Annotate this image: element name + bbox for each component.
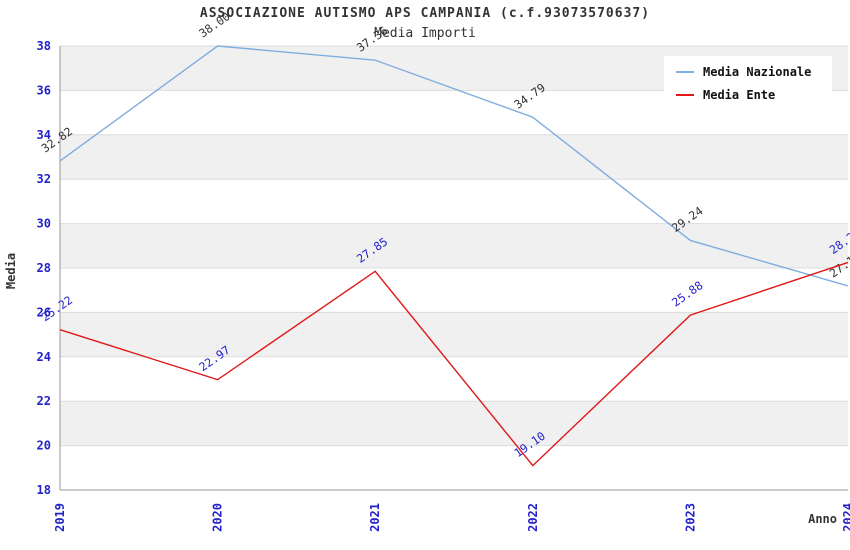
y-tick-label: 24 bbox=[37, 350, 51, 364]
chart-subtitle: Media Importi bbox=[374, 26, 476, 41]
plot-band bbox=[60, 312, 848, 357]
plot-band bbox=[60, 401, 848, 446]
legend-item: Media Ente bbox=[676, 88, 822, 102]
y-tick-label: 22 bbox=[37, 394, 51, 408]
x-tick-label: 2021 bbox=[368, 503, 382, 532]
legend-label: Media Nazionale bbox=[703, 65, 812, 79]
legend: Media Nazionale Media Ente bbox=[664, 56, 832, 112]
legend-line-swatch bbox=[676, 94, 694, 96]
y-tick-label: 34 bbox=[37, 128, 51, 142]
series-line bbox=[59, 45, 849, 287]
x-axis-title: Anno bbox=[808, 512, 837, 526]
value-label: 38.00 bbox=[196, 9, 232, 40]
y-tick-label: 32 bbox=[37, 172, 51, 186]
legend-label: Media Ente bbox=[703, 88, 776, 102]
legend-line-swatch bbox=[676, 71, 694, 73]
x-tick-label: 2020 bbox=[211, 503, 225, 532]
y-tick-label: 20 bbox=[37, 439, 51, 453]
plot-band bbox=[60, 223, 848, 268]
y-axis-title: Media bbox=[4, 252, 18, 290]
y-tick-label: 30 bbox=[37, 217, 51, 231]
x-tick-label: 2023 bbox=[683, 503, 697, 532]
value-label: 25.88 bbox=[669, 278, 705, 309]
x-tick-label: 2022 bbox=[526, 503, 540, 532]
y-tick-label: 26 bbox=[37, 305, 51, 319]
chart-title: ASSOCIAZIONE AUTISMO APS CAMPANIA (c.f.9… bbox=[199, 6, 651, 21]
legend-item: Media Nazionale bbox=[676, 65, 822, 79]
y-tick-label: 36 bbox=[37, 83, 51, 97]
y-tick-label: 28 bbox=[37, 261, 51, 275]
x-tick-label: 2019 bbox=[53, 503, 67, 532]
y-tick-label: 38 bbox=[37, 39, 51, 53]
plot-band bbox=[60, 134, 848, 180]
x-tick-label: 2024 bbox=[841, 503, 850, 532]
y-tick-label: 18 bbox=[37, 483, 51, 497]
series-line bbox=[59, 261, 849, 467]
